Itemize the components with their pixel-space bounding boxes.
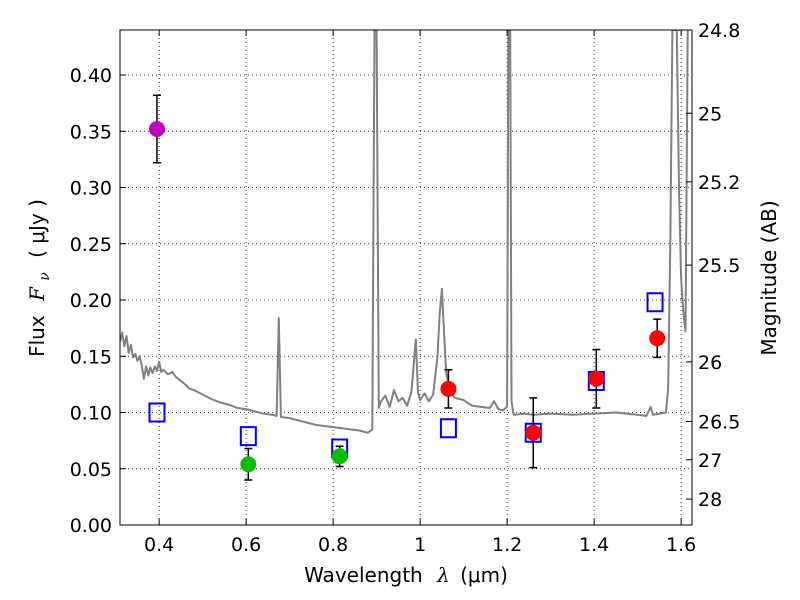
y-tick-label: 0.30 xyxy=(70,178,112,200)
y-axis-title-symbol: F xyxy=(25,286,49,302)
plot-frame xyxy=(119,29,693,526)
x-tick-label: 1.4 xyxy=(579,534,609,556)
model-photometry-marker xyxy=(148,402,166,423)
observed-data-point xyxy=(331,448,348,465)
y-tick-label: 0.05 xyxy=(70,459,112,481)
x-tick-label: 1.6 xyxy=(666,534,696,556)
x-tick-label: 1 xyxy=(414,534,426,556)
y-tick-label: 0.15 xyxy=(70,346,112,368)
spectrum-line xyxy=(120,30,689,434)
x-axis-title: Wavelength λ (μm) xyxy=(304,563,508,587)
y-axis-title-unit: ( μJy ) xyxy=(25,199,49,258)
series-layer xyxy=(120,30,689,481)
y2-tick-label: 26 xyxy=(698,352,722,374)
observed-data-point xyxy=(440,380,457,397)
y2-tick-label: 25.5 xyxy=(698,255,740,277)
y-tick-label: 0.35 xyxy=(70,121,112,143)
y-tick-label: 0.40 xyxy=(70,65,112,87)
ticks: 0.4 0.6 0.8 1 1.2 1.4 1.6 0.00 0.05 0.10 0.15 0.20 0… xyxy=(70,20,741,556)
observed-data-point xyxy=(148,121,165,137)
y2-tick-label: 25 xyxy=(698,103,722,125)
y-tick-label: 0.10 xyxy=(70,403,112,425)
observed-data-point xyxy=(649,330,666,347)
y-axis-title-subscript: ν xyxy=(37,272,53,281)
observed-data-point xyxy=(240,456,257,473)
y2-tick-label: 24.8 xyxy=(698,20,740,42)
model-photometry-marker xyxy=(439,418,457,439)
y2-tick-label: 25.2 xyxy=(698,172,740,194)
x-tick-label: 0.6 xyxy=(231,534,261,556)
y2-axis-title: Magnitude (AB) xyxy=(757,200,781,355)
x-axis-title-unit: (μm) xyxy=(460,563,508,587)
model-photometry-marker xyxy=(239,426,257,447)
x-axis-title-text: Wavelength xyxy=(304,563,423,587)
y2-tick-label: 27 xyxy=(698,450,722,472)
y-axis-title: Flux F ν ( μJy ) xyxy=(25,199,54,357)
observed-data-point xyxy=(525,424,542,441)
y2-tick-label: 28 xyxy=(698,489,722,511)
y2-tick-label: 26.5 xyxy=(698,412,740,434)
model-photometry-marker xyxy=(646,292,664,313)
y-axis-title-text: Flux xyxy=(25,315,49,357)
y-tick-label: 0.00 xyxy=(70,515,112,537)
x-tick-label: 1.2 xyxy=(492,534,522,556)
x-tick-label: 0.4 xyxy=(144,534,174,556)
observed-data-point xyxy=(588,370,605,387)
y-tick-label: 0.20 xyxy=(70,290,112,312)
y-tick-label: 0.25 xyxy=(70,234,112,256)
x-tick-label: 0.8 xyxy=(318,534,348,556)
x-axis-title-symbol: λ xyxy=(436,563,450,587)
plot-background xyxy=(120,30,692,525)
